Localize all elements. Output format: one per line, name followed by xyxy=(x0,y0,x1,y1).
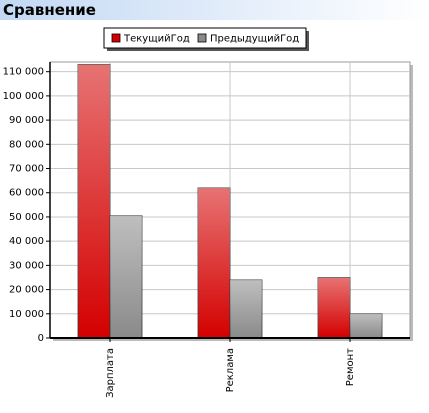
legend-label: ПредыдущийГод xyxy=(210,34,299,45)
y-tick-label: 80 000 xyxy=(9,139,44,150)
x-tick-label: Ремонт xyxy=(345,348,356,386)
y-tick-label: 40 000 xyxy=(9,236,44,247)
x-tick-label: Реклама xyxy=(225,348,236,392)
legend-label: ТекущийГод xyxy=(123,34,190,45)
bar-shine xyxy=(198,187,230,338)
y-tick-label: 100 000 xyxy=(3,91,44,102)
bar-shine xyxy=(78,64,110,338)
legend-swatch xyxy=(111,33,121,43)
header-title: Сравнение xyxy=(0,0,429,20)
y-tick-label: 110 000 xyxy=(3,67,44,78)
y-tick-label: 60 000 xyxy=(9,188,44,199)
bar-shine xyxy=(318,277,350,338)
y-tick-label: 50 000 xyxy=(9,212,44,223)
y-tick-label: 0 xyxy=(38,333,44,344)
y-tick-label: 20 000 xyxy=(9,285,44,296)
chart: 0 10 000 20 000 30 000 40 000 50 000 60 000 70 … xyxy=(3,27,413,398)
y-tick-label: 70 000 xyxy=(9,164,44,175)
y-tick-label: 90 000 xyxy=(9,115,44,126)
legend-swatch xyxy=(197,33,207,43)
bar-shine xyxy=(350,313,382,338)
y-tick-label: 30 000 xyxy=(9,260,44,271)
x-tick-label: Зарплата xyxy=(105,348,116,398)
bar-shine xyxy=(230,279,262,338)
bar-shine xyxy=(110,215,142,338)
y-tick-label: 10 000 xyxy=(9,309,44,320)
